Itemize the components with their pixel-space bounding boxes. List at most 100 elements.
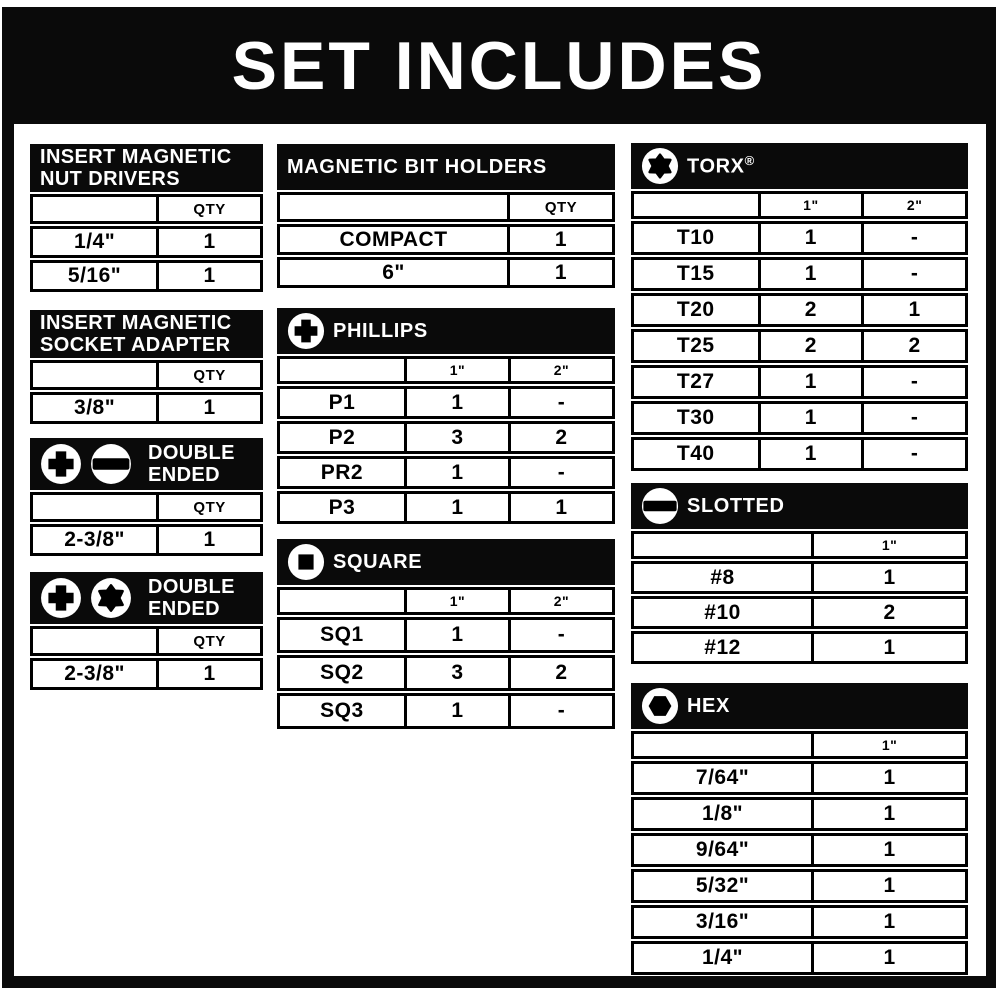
size-cell: COMPACT	[339, 227, 448, 251]
qty-cell: 1	[861, 296, 965, 324]
qty-column-label: QTY	[507, 195, 612, 219]
table-row: T20 2 1	[631, 293, 968, 327]
table-row: T10 1 -	[631, 221, 968, 255]
table-row: T25 2 2	[631, 329, 968, 363]
qty-header-row: QTY	[30, 626, 263, 656]
table-double-ended-phillips-slotted: DOUBLE ENDED QTY 2-3/8" 1	[30, 438, 263, 556]
size-cell: 2-3/8"	[64, 662, 126, 685]
size-cell: T10	[676, 226, 715, 249]
registered-trademark-symbol: ®	[744, 153, 755, 169]
qty-cell: 1	[811, 836, 965, 864]
torx-icon	[641, 147, 679, 185]
qty-column-label: QTY	[156, 629, 260, 653]
size-cell: 5/32"	[695, 874, 750, 897]
table-row: 7/64" 1	[631, 761, 968, 795]
qty-cell: 1	[507, 494, 612, 521]
size-cell: 9/64"	[695, 838, 750, 861]
table-row: P2 3 2	[277, 421, 615, 454]
qty-header-row: QTY	[30, 360, 263, 390]
table-row: 2-3/8" 1	[30, 524, 263, 556]
phillips-icon	[41, 444, 81, 484]
size-cell: T25	[676, 334, 715, 357]
table-row: COMPACT 1	[277, 224, 615, 255]
table-row: 3/16" 1	[631, 905, 968, 939]
table-insert-magnetic-socket-adapter: INSERT MAGNETIC SOCKET ADAPTER QTY 3/8" …	[30, 310, 263, 424]
table-row: SQ2 3 2	[277, 655, 615, 691]
qty-cell: 2	[507, 424, 612, 451]
size-cell: SQ1	[320, 623, 364, 646]
table-row: #8 1	[631, 561, 968, 594]
length-column-label: 2"	[507, 590, 612, 612]
table-title-line: DOUBLE	[148, 441, 235, 464]
qty-cell: -	[507, 389, 612, 416]
qty-cell: 1	[156, 661, 260, 687]
length-column-label: 2"	[507, 359, 612, 381]
size-cell: 7/64"	[695, 766, 750, 789]
table-header: SLOTTED	[631, 483, 968, 529]
table-insert-magnetic-nut-drivers: INSERT MAGNETIC NUT DRIVERS QTY 1/4" 1 5…	[30, 144, 263, 292]
qty-cell: 1	[403, 696, 508, 726]
size-cell: 3/16"	[695, 910, 750, 933]
table-double-ended-phillips-torx: DOUBLE ENDED QTY 2-3/8" 1	[30, 572, 263, 690]
table-phillips: PHILLIPS 1" 2" P1 1 - P2 3	[277, 308, 615, 524]
qty-cell: 1	[507, 260, 612, 285]
qty-cell: 1	[757, 224, 862, 252]
table-row: T30 1 -	[631, 401, 968, 435]
table-row: 9/64" 1	[631, 833, 968, 867]
table-title: INSERT MAGNETIC SOCKET ADAPTER	[40, 312, 232, 357]
table-torx: TORX® 1" 2" T10 1 - T15 1	[631, 143, 968, 471]
qty-column-label: QTY	[156, 197, 260, 221]
qty-cell: -	[861, 224, 965, 252]
table-title-line: ENDED	[148, 598, 221, 620]
table-header: DOUBLE ENDED	[30, 572, 263, 624]
length-column-label: 2"	[861, 194, 965, 216]
spacer-cell	[33, 629, 156, 653]
size-cell: #8	[710, 565, 735, 589]
qty-cell: -	[861, 368, 965, 396]
qty-cell: 1	[811, 908, 965, 936]
qty-cell: 1	[811, 872, 965, 900]
size-cell: 6"	[382, 260, 405, 284]
table-header: TORX®	[631, 143, 968, 189]
qty-cell: 2	[811, 599, 965, 626]
spacer-cell	[634, 734, 811, 756]
spacer-cell	[33, 495, 156, 519]
table-title: DOUBLE ENDED	[148, 442, 235, 487]
qty-cell: 3	[403, 424, 508, 451]
table-row: 6" 1	[277, 257, 615, 288]
length-column-label: 1"	[811, 734, 965, 756]
table-header: INSERT MAGNETIC SOCKET ADAPTER	[30, 310, 263, 358]
slotted-icon	[91, 444, 131, 484]
table-title-line: NUT DRIVERS	[40, 168, 180, 190]
qty-column-label: QTY	[156, 363, 260, 387]
qty-cell: -	[507, 620, 612, 650]
spacer-cell	[33, 197, 156, 221]
table-header: DOUBLE ENDED	[30, 438, 263, 490]
column-header-row: 1" 2"	[631, 191, 968, 219]
qty-cell: -	[861, 440, 965, 468]
table-header: HEX	[631, 683, 968, 729]
spacer-cell	[280, 195, 507, 219]
size-cell: SQ2	[320, 661, 364, 684]
table-row: SQ1 1 -	[277, 617, 615, 653]
phillips-icon	[287, 312, 325, 350]
size-cell: T20	[676, 298, 715, 321]
qty-cell: 1	[403, 620, 508, 650]
qty-cell: 2	[757, 296, 862, 324]
table-magnetic-bit-holders: MAGNETIC BIT HOLDERS QTY COMPACT 1 6" 1	[277, 144, 615, 288]
qty-cell: 1	[156, 229, 260, 255]
column-header-row: 1"	[631, 531, 968, 559]
size-cell: 3/8"	[74, 396, 116, 419]
qty-cell: 1	[156, 527, 260, 553]
column-header-row: 1" 2"	[277, 356, 615, 384]
qty-cell: 1	[403, 389, 508, 416]
table-row: T40 1 -	[631, 437, 968, 471]
spacer-cell	[33, 363, 156, 387]
table-square: SQUARE 1" 2" SQ1 1 - SQ2 3	[277, 539, 615, 729]
spacer-cell	[280, 590, 404, 612]
table-title: SQUARE	[333, 550, 423, 573]
length-column-label: 1"	[757, 194, 862, 216]
qty-cell: -	[507, 696, 612, 726]
table-header: SQUARE	[277, 539, 615, 585]
